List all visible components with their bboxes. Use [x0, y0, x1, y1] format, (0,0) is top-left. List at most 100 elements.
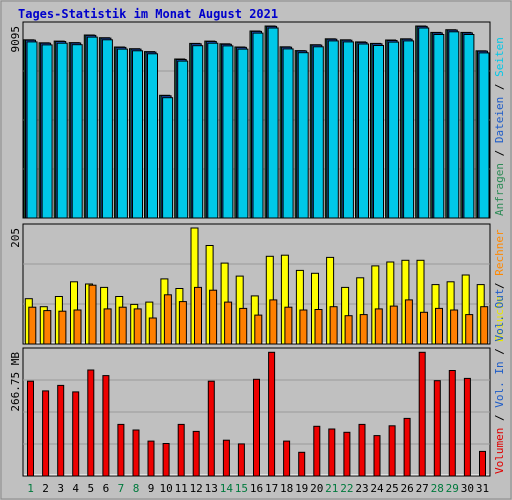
legend-text: Volumen / Vol. In / Vol. Out: [493, 289, 506, 474]
bar: [163, 294, 172, 345]
bar: [253, 378, 260, 477]
legend-item: Volumen: [493, 428, 506, 474]
bar: [178, 301, 187, 345]
legend-separator: /: [493, 276, 506, 296]
bar: [358, 423, 366, 477]
day-label: 9: [148, 482, 155, 495]
bar: [88, 284, 97, 345]
bar: [448, 31, 460, 219]
day-labels: 1 2 3 4 5 6 7 8 9 10 11 12 13 14 15 16 17 18 19 20 21 22 23 24 2…: [27, 482, 489, 495]
bar: [388, 425, 396, 477]
day-label: 16: [250, 482, 263, 495]
bar: [177, 423, 185, 477]
bar: [162, 443, 170, 477]
day-label: 3: [57, 482, 64, 495]
bar: [58, 310, 67, 345]
bar: [283, 440, 291, 477]
legend-text: Anfragen / Dateien / Seiten: [493, 37, 506, 216]
panel-2: 205 Besuche / Rechner: [9, 223, 506, 345]
bar: [177, 60, 189, 219]
day-label: 22: [340, 482, 353, 495]
legend-separator: /: [493, 408, 506, 428]
bar: [450, 309, 459, 345]
series-seiten: [26, 27, 490, 219]
bar: [103, 308, 112, 345]
bar: [358, 43, 369, 219]
bar: [162, 97, 174, 219]
bar: [116, 48, 128, 219]
day-label: 11: [175, 482, 188, 495]
bar: [71, 44, 83, 219]
legend: Anfragen / Dateien / Seiten: [493, 37, 506, 216]
bar: [207, 380, 215, 477]
bar: [299, 309, 308, 345]
y-axis-max-label: 266.75 MB: [9, 352, 22, 412]
bar: [480, 306, 489, 345]
bar: [465, 314, 474, 345]
legend-item: Rechner: [493, 229, 506, 276]
bar: [237, 443, 245, 477]
day-label: 1: [27, 482, 34, 495]
bar: [254, 314, 263, 345]
bar: [118, 306, 127, 345]
bar: [57, 384, 65, 477]
bar: [192, 430, 200, 477]
chart-title: Tages-Statistik im Monat August 2021: [18, 7, 278, 21]
bar: [343, 431, 351, 477]
day-label: 10: [159, 482, 172, 495]
y-axis-max-label: 205: [9, 228, 22, 248]
bar: [101, 39, 113, 219]
legend-separator: /: [493, 77, 506, 97]
bar: [420, 311, 428, 345]
bar: [297, 52, 309, 219]
bar: [418, 27, 430, 219]
bar: [117, 423, 125, 477]
bar: [404, 299, 413, 345]
day-label: 31: [476, 482, 489, 495]
series-volumen: [27, 351, 486, 477]
day-label: 27: [416, 482, 429, 495]
day-label: 19: [295, 482, 308, 495]
day-label: 12: [190, 482, 203, 495]
bar: [314, 309, 323, 345]
bar: [328, 428, 336, 477]
legend-text: Besuche / Rechner: [493, 229, 506, 342]
bar: [463, 34, 475, 219]
y-axis-max-label: 9095: [9, 26, 22, 53]
day-label: 30: [461, 482, 474, 495]
day-label: 6: [103, 482, 110, 495]
day-label: 15: [235, 482, 248, 495]
bar: [102, 375, 110, 477]
day-label: 8: [133, 482, 140, 495]
bar: [374, 308, 383, 345]
day-label: 29: [446, 482, 459, 495]
bar: [298, 451, 306, 477]
bar: [433, 34, 445, 219]
bar: [86, 36, 98, 219]
bar: [147, 440, 155, 477]
day-label: 26: [400, 482, 413, 495]
legend-item: Vol. Out: [493, 289, 506, 342]
bar: [148, 317, 157, 345]
bar: [147, 53, 158, 219]
bar: [329, 306, 338, 345]
bar: [342, 41, 354, 219]
bar: [133, 308, 142, 345]
panel-1: 9095 Anfragen / Dateien / Seiten: [9, 21, 506, 219]
bar: [403, 40, 415, 219]
bar: [72, 391, 80, 477]
bar: [194, 286, 202, 345]
panel-3: 266.75 MB Volumen / Vol. In / Vol. Out: [9, 289, 506, 477]
day-label: 13: [205, 482, 218, 495]
bar: [389, 305, 398, 345]
bar: [359, 314, 368, 345]
bar: [268, 351, 276, 477]
bar: [209, 289, 218, 345]
bar: [43, 310, 52, 345]
day-label: 21: [325, 482, 338, 495]
day-label: 23: [355, 482, 368, 495]
bar: [56, 42, 68, 219]
bar: [87, 369, 95, 477]
bar: [224, 301, 233, 345]
